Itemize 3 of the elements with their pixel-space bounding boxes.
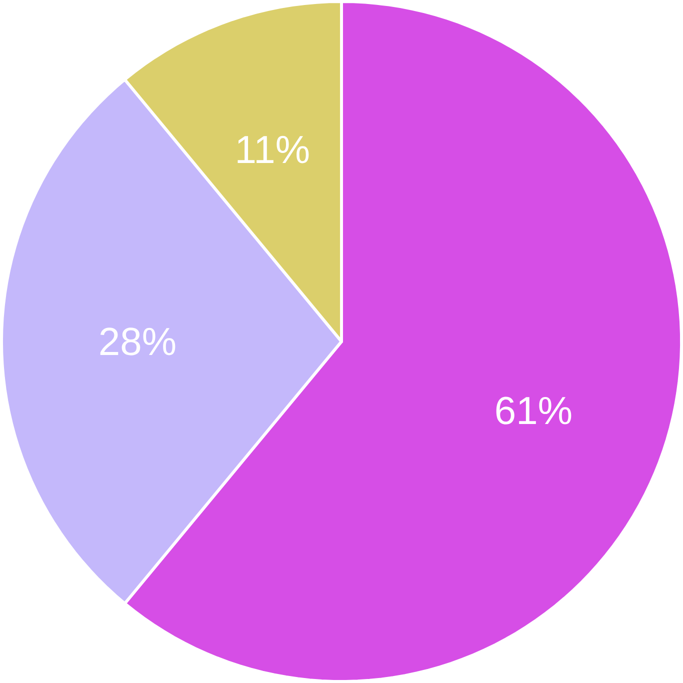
data-label: 11%: [238, 136, 309, 164]
data-label: 61%: [496, 396, 572, 424]
data-label: 28%: [100, 328, 176, 356]
